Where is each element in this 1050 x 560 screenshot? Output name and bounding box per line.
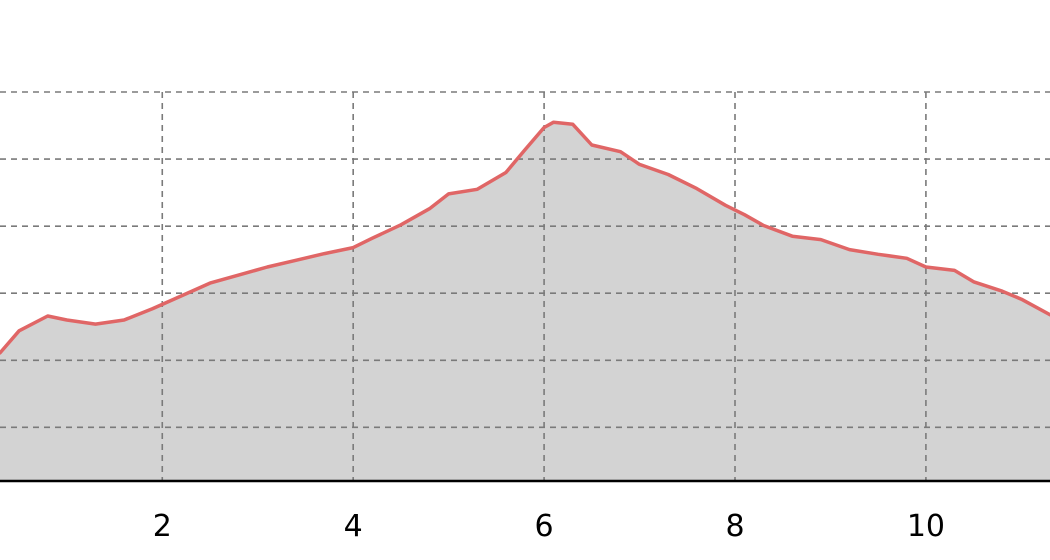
series-line <box>0 120 1050 355</box>
x-tick-labels: 2 4 6 8 10 <box>153 509 945 544</box>
x-tick-label: 10 <box>907 509 945 544</box>
x-tick-label: 4 <box>344 509 363 544</box>
gridlines <box>0 91 1050 481</box>
area-fill-layer <box>0 122 1050 481</box>
x-tick-label: 8 <box>725 509 744 544</box>
area-fill <box>0 122 1050 481</box>
series-line-layer <box>0 120 1050 355</box>
x-tick-label: 6 <box>535 509 554 544</box>
x-tick-label: 2 <box>153 509 172 544</box>
